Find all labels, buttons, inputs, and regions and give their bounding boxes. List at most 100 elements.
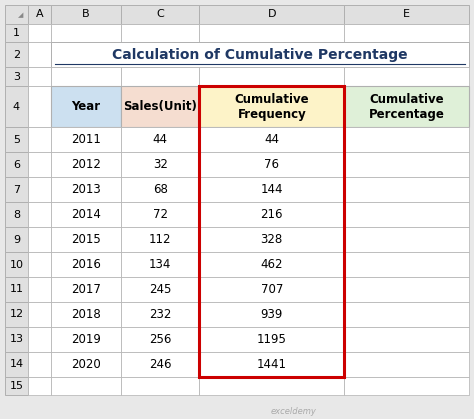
- Bar: [121, 252, 199, 277]
- Bar: [345, 327, 469, 352]
- Bar: [5, 227, 28, 252]
- Bar: [199, 177, 345, 202]
- Bar: [28, 327, 51, 352]
- Text: 2012: 2012: [71, 158, 101, 171]
- Text: 2018: 2018: [71, 308, 101, 321]
- Text: 6: 6: [13, 160, 20, 170]
- Text: 216: 216: [261, 208, 283, 221]
- Bar: [121, 302, 199, 327]
- Text: 14: 14: [9, 359, 24, 369]
- Bar: [5, 42, 28, 67]
- Bar: [51, 227, 121, 252]
- Bar: [199, 327, 345, 352]
- Bar: [121, 202, 199, 227]
- Text: 939: 939: [261, 308, 283, 321]
- Text: exceldemy: exceldemy: [271, 406, 317, 416]
- Bar: [28, 227, 51, 252]
- Bar: [345, 377, 469, 395]
- Bar: [51, 252, 121, 277]
- Bar: [199, 86, 345, 127]
- Bar: [5, 5, 28, 24]
- Bar: [28, 5, 51, 24]
- Text: 144: 144: [261, 183, 283, 196]
- Bar: [51, 24, 121, 42]
- Text: 246: 246: [149, 358, 172, 371]
- Bar: [199, 302, 345, 327]
- Bar: [199, 352, 345, 377]
- Text: 68: 68: [153, 183, 168, 196]
- Text: 328: 328: [261, 233, 283, 246]
- Bar: [345, 153, 469, 177]
- Bar: [199, 377, 345, 395]
- Bar: [345, 302, 469, 327]
- Bar: [121, 153, 199, 177]
- Bar: [5, 302, 28, 327]
- Bar: [199, 86, 345, 377]
- Text: 15: 15: [9, 381, 23, 391]
- Bar: [121, 24, 199, 42]
- Text: 2017: 2017: [71, 283, 101, 296]
- Text: 9: 9: [13, 235, 20, 245]
- Bar: [51, 86, 121, 127]
- Text: A: A: [36, 9, 43, 19]
- Text: 707: 707: [261, 283, 283, 296]
- Bar: [121, 277, 199, 302]
- Bar: [345, 127, 469, 153]
- Text: 32: 32: [153, 158, 168, 171]
- Text: 2015: 2015: [71, 233, 101, 246]
- Bar: [199, 227, 345, 252]
- Text: 245: 245: [149, 283, 172, 296]
- Bar: [5, 127, 28, 153]
- Bar: [5, 352, 28, 377]
- Text: B: B: [82, 9, 90, 19]
- Bar: [345, 67, 469, 86]
- Bar: [199, 202, 345, 227]
- Bar: [28, 24, 51, 42]
- Bar: [51, 42, 469, 67]
- Bar: [51, 277, 121, 302]
- Bar: [345, 24, 469, 42]
- Text: 134: 134: [149, 258, 172, 271]
- Text: 11: 11: [9, 285, 23, 295]
- Bar: [28, 277, 51, 302]
- Bar: [28, 67, 51, 86]
- Bar: [28, 177, 51, 202]
- Bar: [51, 153, 121, 177]
- Text: 44: 44: [264, 133, 279, 147]
- Bar: [28, 86, 51, 127]
- Bar: [5, 67, 28, 86]
- Bar: [345, 227, 469, 252]
- Bar: [121, 127, 199, 153]
- Bar: [199, 252, 345, 277]
- Text: 8: 8: [13, 210, 20, 220]
- Text: 232: 232: [149, 308, 172, 321]
- Text: C: C: [156, 9, 164, 19]
- Bar: [51, 127, 121, 153]
- Bar: [345, 177, 469, 202]
- Bar: [51, 327, 121, 352]
- Text: Cumulative
Frequency: Cumulative Frequency: [235, 93, 309, 121]
- Bar: [121, 67, 199, 86]
- Text: 10: 10: [9, 259, 23, 269]
- Bar: [345, 202, 469, 227]
- Bar: [199, 5, 345, 24]
- Text: 1195: 1195: [257, 333, 287, 346]
- Bar: [5, 377, 28, 395]
- Text: 256: 256: [149, 333, 172, 346]
- Text: 462: 462: [261, 258, 283, 271]
- Bar: [28, 377, 51, 395]
- Text: 72: 72: [153, 208, 168, 221]
- Text: E: E: [403, 9, 410, 19]
- Bar: [345, 277, 469, 302]
- Text: 2020: 2020: [71, 358, 101, 371]
- Text: 112: 112: [149, 233, 172, 246]
- Bar: [199, 24, 345, 42]
- Text: 3: 3: [13, 72, 20, 82]
- Bar: [28, 352, 51, 377]
- Bar: [28, 42, 51, 67]
- Text: 1: 1: [13, 28, 20, 38]
- Bar: [5, 252, 28, 277]
- Text: 4: 4: [13, 102, 20, 112]
- Bar: [28, 202, 51, 227]
- Bar: [51, 202, 121, 227]
